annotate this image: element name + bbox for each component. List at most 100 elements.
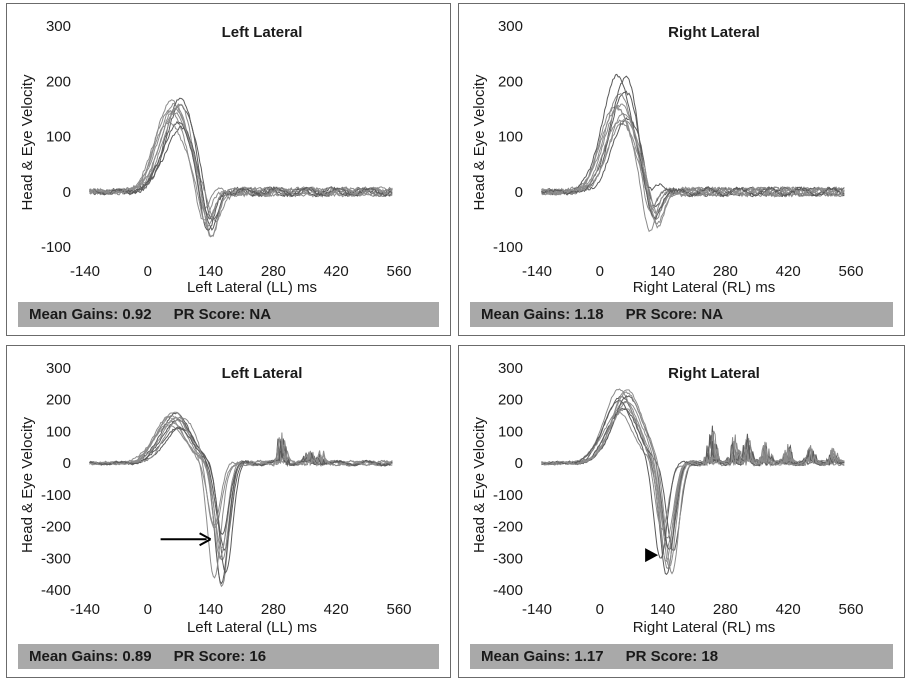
velocity-trace (89, 112, 393, 237)
x-tick-label: 280 (261, 263, 286, 280)
velocity-trace (89, 418, 393, 574)
velocity-trace (541, 401, 845, 570)
mean-gains-label: Mean Gains: 0.92 (29, 306, 152, 323)
velocity-trace (541, 103, 845, 225)
y-tick-label: 200 (498, 392, 523, 409)
chart-footer: Mean Gains: 1.17 PR Score: 18 (470, 644, 893, 669)
y-axis-label: Head & Eye Velocity (19, 74, 36, 210)
x-tick-label: 560 (386, 263, 411, 280)
y-tick-label: 100 (498, 423, 523, 440)
trace-group (541, 73, 845, 233)
velocity-trace (541, 411, 845, 562)
velocity-trace (89, 125, 393, 231)
y-tick-label: 0 (515, 184, 523, 201)
chart-panel-left-lateral-top: Left Lateral 300 200 100 0 -100 -140 0 140 280 420… (6, 3, 451, 336)
velocity-trace (541, 118, 845, 213)
velocity-trace (89, 416, 393, 529)
x-tick-label: 560 (838, 601, 863, 618)
velocity-trace (89, 414, 393, 561)
velocity-trace (541, 112, 845, 214)
x-axis-label: Right Lateral (RL) ms (633, 279, 776, 296)
chart-title: Right Lateral (668, 365, 760, 382)
velocity-trace (89, 417, 393, 560)
velocity-trace (89, 426, 393, 585)
x-tick-label: 140 (650, 263, 675, 280)
arrow-head (199, 532, 212, 547)
y-axis-label: Head & Eye Velocity (19, 417, 36, 553)
mean-gains-label: Mean Gains: 0.89 (29, 648, 152, 665)
velocity-trace (89, 411, 393, 552)
velocity-trace (89, 415, 393, 549)
chart-panel-right-lateral-bottom: Right Lateral 300 200 100 0 -100 -200 -300 -400 -… (458, 345, 905, 678)
mean-gains-label: Mean Gains: 1.17 (481, 648, 604, 665)
trace-group (89, 411, 393, 588)
velocity-trace (541, 407, 845, 531)
x-tick-label: 280 (261, 601, 286, 618)
velocity-trace (541, 396, 845, 575)
chart-title: Left Lateral (222, 365, 303, 382)
x-axis-label: Right Lateral (RL) ms (633, 619, 776, 636)
velocity-trace (89, 104, 393, 222)
y-tick-label: -100 (41, 239, 71, 256)
x-tick-label: -140 (70, 601, 100, 618)
velocity-trace (89, 97, 393, 220)
y-tick-label: 0 (63, 455, 71, 472)
mean-gains-label: Mean Gains: 1.18 (481, 306, 604, 323)
arrowhead-annotation (645, 548, 659, 563)
velocity-trace (541, 119, 845, 222)
y-tick-label: -100 (493, 487, 523, 504)
y-tick-label: -100 (493, 239, 523, 256)
pr-score-label: PR Score: NA (173, 306, 272, 323)
x-tick-label: 280 (713, 601, 738, 618)
y-tick-label: -100 (41, 487, 71, 504)
velocity-trace (541, 407, 845, 552)
velocity-trace (89, 109, 393, 221)
y-tick-label: 300 (46, 360, 71, 377)
y-tick-label: -300 (493, 550, 523, 567)
velocity-trace (89, 107, 393, 219)
x-tick-label: 0 (144, 601, 152, 618)
velocity-trace (541, 73, 845, 220)
x-tick-label: 420 (324, 263, 349, 280)
x-tick-label: 140 (198, 263, 223, 280)
y-tick-label: -200 (41, 519, 71, 536)
y-tick-label: -400 (493, 582, 523, 599)
y-tick-label: 100 (46, 423, 71, 440)
velocity-trace (541, 103, 845, 229)
pr-score-label: PR Score: NA (625, 306, 724, 323)
y-tick-label: 300 (46, 18, 71, 35)
chart-svg: Left Lateral 300 200 100 0 -100 -200 -300 -400 -1… (19, 360, 412, 636)
x-tick-label: 140 (650, 601, 675, 618)
y-tick-label: 0 (63, 184, 71, 201)
velocity-trace (89, 411, 393, 579)
y-tick-label: 100 (46, 129, 71, 146)
x-tick-label: 420 (776, 263, 801, 280)
y-tick-label: 100 (498, 129, 523, 146)
velocity-trace (541, 391, 845, 568)
chart-svg: Right Lateral 300 200 100 0 -100 -200 -300 -400 -… (471, 360, 864, 636)
chart-title: Right Lateral (668, 24, 760, 41)
x-tick-label: 560 (386, 601, 411, 618)
chart-footer: Mean Gains: 0.89 PR Score: 16 (18, 644, 439, 669)
y-axis-label: Head & Eye Velocity (471, 417, 488, 553)
y-tick-label: 200 (498, 73, 523, 90)
velocity-trace (89, 120, 393, 231)
velocity-trace (541, 389, 845, 575)
velocity-trace (89, 102, 393, 223)
y-tick-label: -200 (493, 519, 523, 536)
y-tick-label: 200 (46, 392, 71, 409)
x-tick-label: 560 (838, 263, 863, 280)
y-tick-label: -400 (41, 582, 71, 599)
velocity-trace (541, 401, 845, 539)
x-tick-label: 0 (596, 263, 604, 280)
y-tick-label: -300 (41, 550, 71, 567)
velocity-trace (541, 399, 845, 559)
velocity-trace (541, 106, 845, 233)
x-tick-label: 0 (596, 601, 604, 618)
y-tick-label: 300 (498, 360, 523, 377)
velocity-trace (89, 99, 393, 238)
x-axis-label: Left Lateral (LL) ms (187, 279, 317, 296)
chart-footer: Mean Gains: 0.92 PR Score: NA (18, 302, 439, 327)
velocity-trace (89, 420, 393, 588)
x-tick-label: -140 (522, 263, 552, 280)
